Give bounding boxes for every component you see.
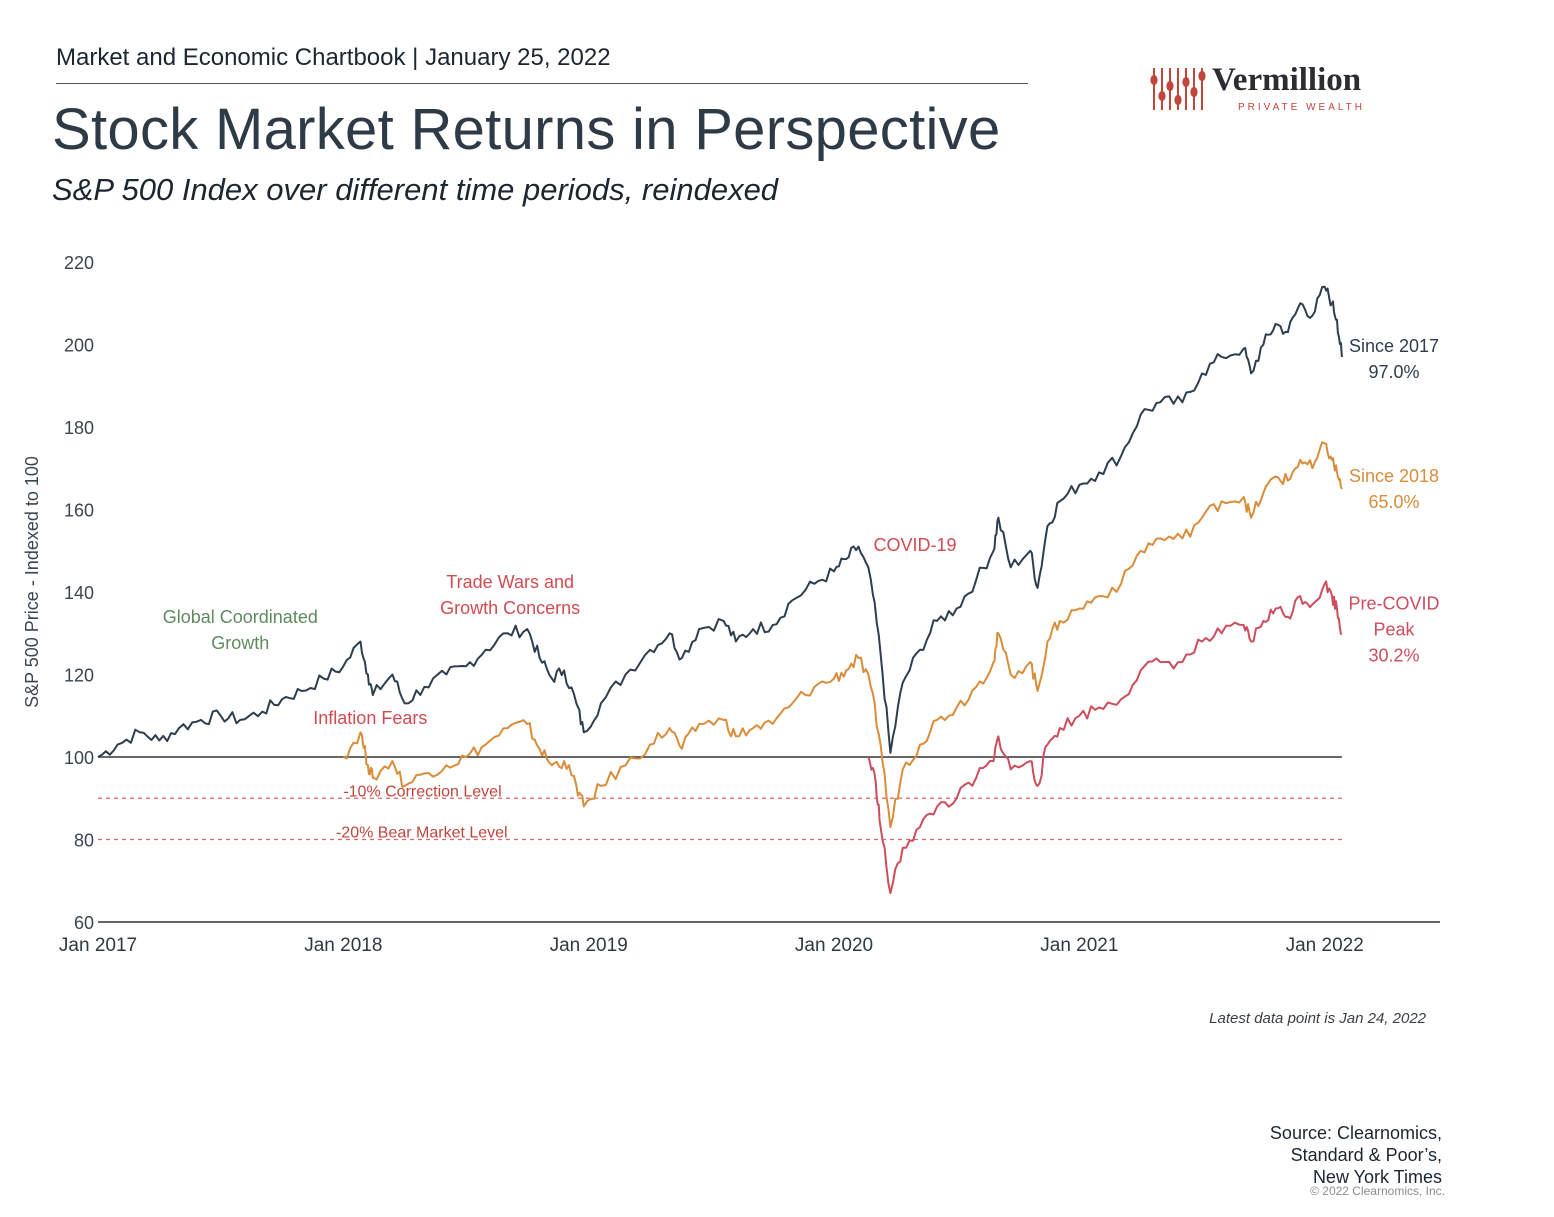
- series-end-label: 65.0%: [1368, 492, 1419, 512]
- header-divider: [56, 83, 1028, 84]
- page-title: Stock Market Returns in Perspective: [52, 97, 1001, 162]
- source-line: New York Times: [1312, 1167, 1442, 1187]
- y-tick-label: 160: [64, 501, 94, 521]
- series-line-since-2017: [97, 285, 1343, 758]
- threshold-label: -20% Bear Market Level: [336, 825, 508, 842]
- threshold-label: -10% Correction Level: [343, 783, 501, 800]
- y-tick-label: 100: [64, 748, 94, 768]
- series-end-label: 97.0%: [1368, 362, 1419, 382]
- y-tick-label: 120: [64, 666, 94, 686]
- y-axis-label: S&P 500 Price - Indexed to 100: [22, 456, 42, 708]
- y-tick-label: 60: [74, 913, 94, 933]
- source-note: Source: Clearnomics, Standard & Poor’s, …: [1180, 1122, 1442, 1188]
- series-end-label: 30.2%: [1368, 645, 1419, 665]
- chartbook-header: Market and Economic Chartbook | January …: [56, 44, 611, 71]
- series-end-label: Since 2017: [1349, 336, 1439, 356]
- x-tick-label: Jan 2019: [550, 935, 628, 956]
- chart-annotation: COVID-19: [873, 535, 956, 555]
- series-end-label: Since 2018: [1349, 466, 1439, 486]
- sp500-line-chart: S&P 500 Price - Indexed to 100 60 80 100 120…: [22, 253, 1440, 956]
- y-tick-label: 200: [64, 336, 94, 356]
- chart-annotation: Growth: [211, 633, 269, 653]
- y-tick-label: 180: [64, 418, 94, 438]
- series-line-since-2018: [342, 441, 1343, 829]
- y-tick-label: 140: [64, 583, 94, 603]
- vermillion-logo-mark-icon: [1150, 68, 1206, 110]
- logo-name: Vermillion: [1212, 62, 1362, 98]
- chart-annotation: Growth Concerns: [440, 598, 580, 618]
- x-tick-label: Jan 2018: [304, 935, 382, 956]
- vermillion-logo: Vermillion PRIVATE WEALTH: [1150, 62, 1400, 118]
- series-end-label: Pre-COVID: [1348, 593, 1439, 613]
- source-line: Standard & Poor’s,: [1290, 1145, 1442, 1165]
- y-tick-label: 220: [64, 253, 94, 273]
- series-line-pre-covid-peak: [867, 580, 1343, 895]
- x-tick-label: Jan 2017: [59, 935, 137, 956]
- x-tick-label: Jan 2021: [1040, 935, 1118, 956]
- latest-data-note: Latest data point is Jan 24, 2022: [1209, 1010, 1426, 1027]
- page-subtitle: S&P 500 Index over different time period…: [52, 172, 779, 207]
- series-end-label: Peak: [1373, 619, 1415, 639]
- y-tick-label: 80: [74, 831, 94, 851]
- copyright-note: © 2022 Clearnomics, Inc.: [1310, 1184, 1445, 1198]
- chart-annotation: Global Coordinated: [163, 607, 318, 627]
- x-tick-label: Jan 2020: [795, 935, 873, 956]
- x-tick-label: Jan 2022: [1286, 935, 1364, 956]
- logo-subtitle: PRIVATE WEALTH: [1238, 102, 1366, 113]
- source-line: Source: Clearnomics,: [1269, 1123, 1442, 1143]
- chart-annotation: Trade Wars and: [446, 572, 574, 592]
- chart-annotation: Inflation Fears: [313, 708, 427, 728]
